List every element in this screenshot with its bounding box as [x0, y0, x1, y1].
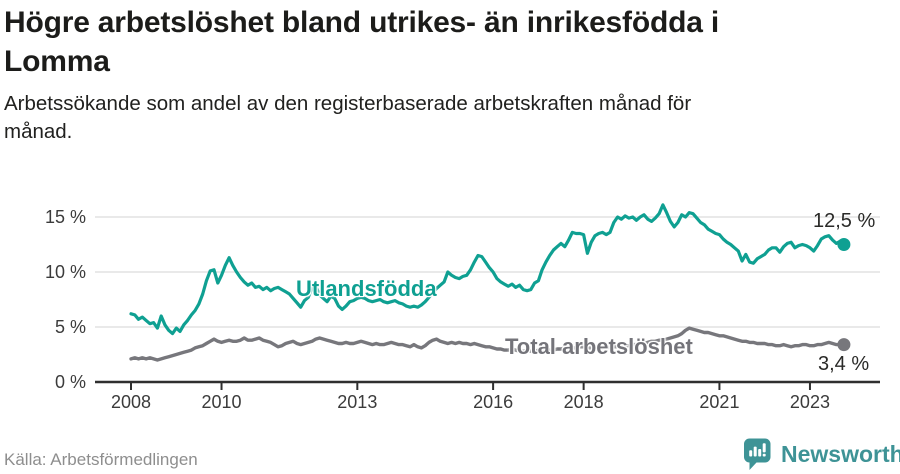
x-tick-label: 2010 — [202, 392, 242, 412]
x-tick-label: 2013 — [337, 392, 377, 412]
latest-point-utlandsfodda — [837, 238, 851, 251]
x-tick-label: 2021 — [699, 392, 739, 412]
chart-subtitle: Arbetssökande som andel av den registerb… — [4, 92, 692, 143]
series-label-utlandsfodda: Utlandsfödda — [296, 276, 437, 301]
x-tick-label: 2008 — [111, 392, 151, 412]
y-tick-label: 0 % — [55, 372, 86, 392]
series-label-total-arbetsloshet: Total arbetslöshet — [505, 334, 693, 359]
x-tick-label: 2018 — [564, 392, 604, 412]
line-series-total — [129, 326, 846, 362]
newsworthy-logo: Newsworthy — [743, 438, 900, 471]
latest-value-label-total: 3,4 % — [818, 353, 870, 375]
y-tick-label: 5 % — [55, 317, 86, 337]
newsworthy-wordmark: Newsworthy — [781, 441, 900, 467]
x-tick-label: 2023 — [790, 392, 830, 412]
latest-point-total — [837, 338, 851, 352]
source-attribution: Källa: Arbetsförmedlingen — [4, 450, 198, 469]
newsworthy-bar-chart-bubble-icon — [744, 438, 771, 470]
y-tick-label: 10 % — [45, 262, 86, 282]
page-title: Högre arbetslöshet bland utrikes- än inr… — [4, 6, 719, 78]
x-tick-label: 2016 — [473, 392, 513, 412]
y-tick-label: 15 % — [45, 207, 86, 227]
line-series-utlandsfodda — [129, 203, 846, 336]
latest-value-label-utlandsfodda: 12,5 % — [813, 210, 876, 232]
